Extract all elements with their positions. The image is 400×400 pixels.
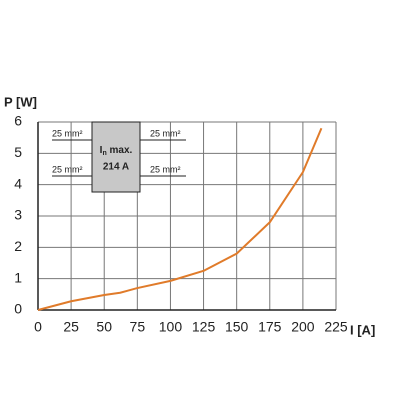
rating-subscript: n: [102, 150, 106, 157]
rating-suffix: max.: [107, 145, 133, 156]
y-tick-label: 1: [14, 269, 22, 285]
x-tick-label: 175: [258, 319, 282, 335]
wire-label: 25 mm²: [52, 128, 83, 138]
y-tick-label: 2: [14, 238, 22, 254]
x-tick-label: 0: [34, 319, 42, 335]
x-tick-label: 25: [63, 319, 79, 335]
wire-label: 25 mm²: [150, 164, 181, 174]
x-tick-label: 200: [291, 319, 315, 335]
terminal-box: [91, 121, 141, 193]
wire-label: 25 mm²: [150, 128, 181, 138]
x-tick-label: 100: [159, 319, 183, 335]
y-tick-label: 6: [14, 113, 22, 129]
y-tick-label: 3: [14, 207, 22, 223]
x-tick-label: 75: [130, 319, 146, 335]
x-tick-label: 50: [96, 319, 112, 335]
data-line: [37, 127, 323, 311]
y-axis-label: P [W]: [4, 94, 37, 109]
y-tick-label: 4: [14, 175, 22, 191]
y-tick-label: 0: [14, 301, 22, 317]
x-tick-label: 225: [324, 319, 348, 335]
rating-label: In max.: [100, 145, 133, 157]
x-tick-label: 125: [192, 319, 216, 335]
x-axis-label: I [A]: [350, 322, 375, 337]
wire-label: 25 mm²: [52, 164, 83, 174]
x-tick-label: 150: [225, 319, 249, 335]
y-tick-label: 5: [14, 144, 22, 160]
rating-symbol: I: [100, 145, 103, 156]
rating-current: 214 A: [103, 162, 129, 173]
